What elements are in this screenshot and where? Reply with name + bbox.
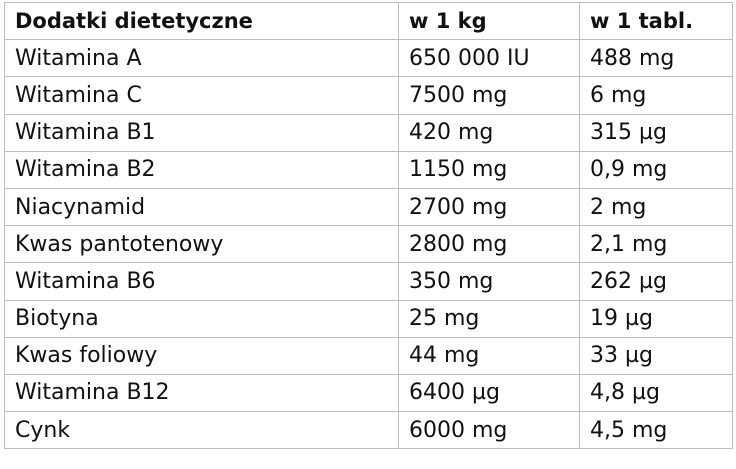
- cell-supplement-name: Witamina C: [4, 76, 399, 115]
- cell-amount-per-kg: 420 mg: [398, 113, 580, 152]
- column-header-supplement: Dodatki dietetyczne: [4, 1, 399, 41]
- column-header-per-kg: w 1 kg: [398, 1, 580, 41]
- supplements-table: Dodatki dietetyczne w 1 kg w 1 tabl. Wit…: [4, 1, 733, 450]
- cell-supplement-name: Niacynamid: [4, 187, 399, 227]
- cell-amount-per-tablet: 262 µg: [579, 262, 733, 301]
- cell-amount-per-tablet: 4,5 mg: [579, 411, 733, 450]
- cell-amount-per-kg: 350 mg: [398, 262, 580, 301]
- cell-amount-per-kg: 2800 mg: [398, 225, 580, 264]
- cell-amount-per-kg: 1150 mg: [398, 150, 580, 189]
- supplements-table-container: Dodatki dietetyczne w 1 kg w 1 tabl. Wit…: [4, 1, 733, 450]
- column-header-per-tablet: w 1 tabl.: [579, 1, 733, 41]
- cell-amount-per-tablet: 315 µg: [579, 113, 733, 152]
- cell-amount-per-tablet: 4,8 µg: [579, 373, 733, 413]
- table-row: Kwas foliowy 44 mg 33 µg: [4, 336, 733, 375]
- cell-supplement-name: Witamina B2: [4, 150, 399, 189]
- cell-supplement-name: Cynk: [4, 411, 399, 450]
- cell-amount-per-kg: 6400 µg: [398, 373, 580, 413]
- table-row: Niacynamid 2700 mg 2 mg: [4, 187, 733, 227]
- cell-supplement-name: Witamina B6: [4, 262, 399, 301]
- cell-amount-per-tablet: 2 mg: [579, 187, 733, 227]
- table-row: Kwas pantotenowy 2800 mg 2,1 mg: [4, 225, 733, 264]
- cell-amount-per-kg: 7500 mg: [398, 76, 580, 115]
- table-row: Witamina A 650 000 IU 488 mg: [4, 39, 733, 78]
- cell-amount-per-kg: 6000 mg: [398, 411, 580, 450]
- table-row: Witamina B1 420 mg 315 µg: [4, 113, 733, 152]
- cell-supplement-name: Kwas foliowy: [4, 336, 399, 375]
- cell-supplement-name: Witamina A: [4, 39, 399, 78]
- table-row: Witamina B12 6400 µg 4,8 µg: [4, 373, 733, 413]
- cell-supplement-name: Witamina B1: [4, 113, 399, 152]
- table-row: Witamina B2 1150 mg 0,9 mg: [4, 150, 733, 189]
- cell-amount-per-tablet: 33 µg: [579, 336, 733, 375]
- cell-amount-per-tablet: 19 µg: [579, 299, 733, 338]
- cell-amount-per-kg: 44 mg: [398, 336, 580, 375]
- cell-amount-per-kg: 25 mg: [398, 299, 580, 338]
- cell-supplement-name: Biotyna: [4, 299, 399, 338]
- table-row: Cynk 6000 mg 4,5 mg: [4, 411, 733, 450]
- cell-supplement-name: Witamina B12: [4, 373, 399, 413]
- cell-amount-per-tablet: 6 mg: [579, 76, 733, 115]
- cell-amount-per-kg: 2700 mg: [398, 187, 580, 227]
- table-row: Witamina B6 350 mg 262 µg: [4, 262, 733, 301]
- cell-supplement-name: Kwas pantotenowy: [4, 225, 399, 264]
- table-row: Witamina C 7500 mg 6 mg: [4, 76, 733, 115]
- table-header-row: Dodatki dietetyczne w 1 kg w 1 tabl.: [4, 1, 733, 41]
- cell-amount-per-tablet: 2,1 mg: [579, 225, 733, 264]
- table-row: Biotyna 25 mg 19 µg: [4, 299, 733, 338]
- cell-amount-per-tablet: 0,9 mg: [579, 150, 733, 189]
- cell-amount-per-kg: 650 000 IU: [398, 39, 580, 78]
- cell-amount-per-tablet: 488 mg: [579, 39, 733, 78]
